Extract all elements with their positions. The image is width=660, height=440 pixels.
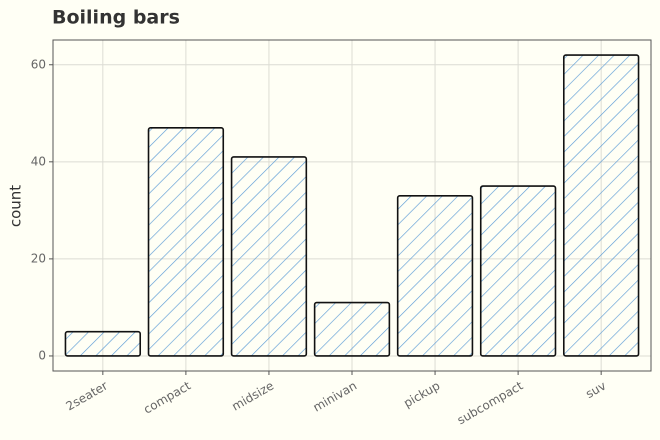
chart-title: Boiling bars	[52, 7, 180, 29]
y-axis-label: count	[7, 185, 25, 227]
bar	[230, 156, 308, 357]
x-tick-label: 2seater	[64, 378, 111, 413]
y-tick-label: 40	[31, 154, 46, 168]
bar	[479, 185, 557, 357]
x-tick-label: minivan	[311, 379, 360, 415]
bar	[313, 301, 391, 357]
x-tick-label: midsize	[229, 379, 276, 414]
y-tick-label: 0	[38, 348, 46, 362]
bar	[396, 194, 474, 357]
x-tick-label: pickup	[401, 379, 442, 411]
bar	[147, 127, 225, 357]
x-tick-label: subcompact	[455, 378, 526, 427]
x-tick-label: suv	[583, 379, 608, 402]
y-tick-label: 20	[31, 251, 46, 265]
bar	[64, 330, 142, 357]
y-tick-label: 60	[31, 57, 46, 71]
x-tick-label: compact	[141, 378, 193, 416]
bars	[64, 54, 640, 357]
bar	[562, 54, 640, 357]
